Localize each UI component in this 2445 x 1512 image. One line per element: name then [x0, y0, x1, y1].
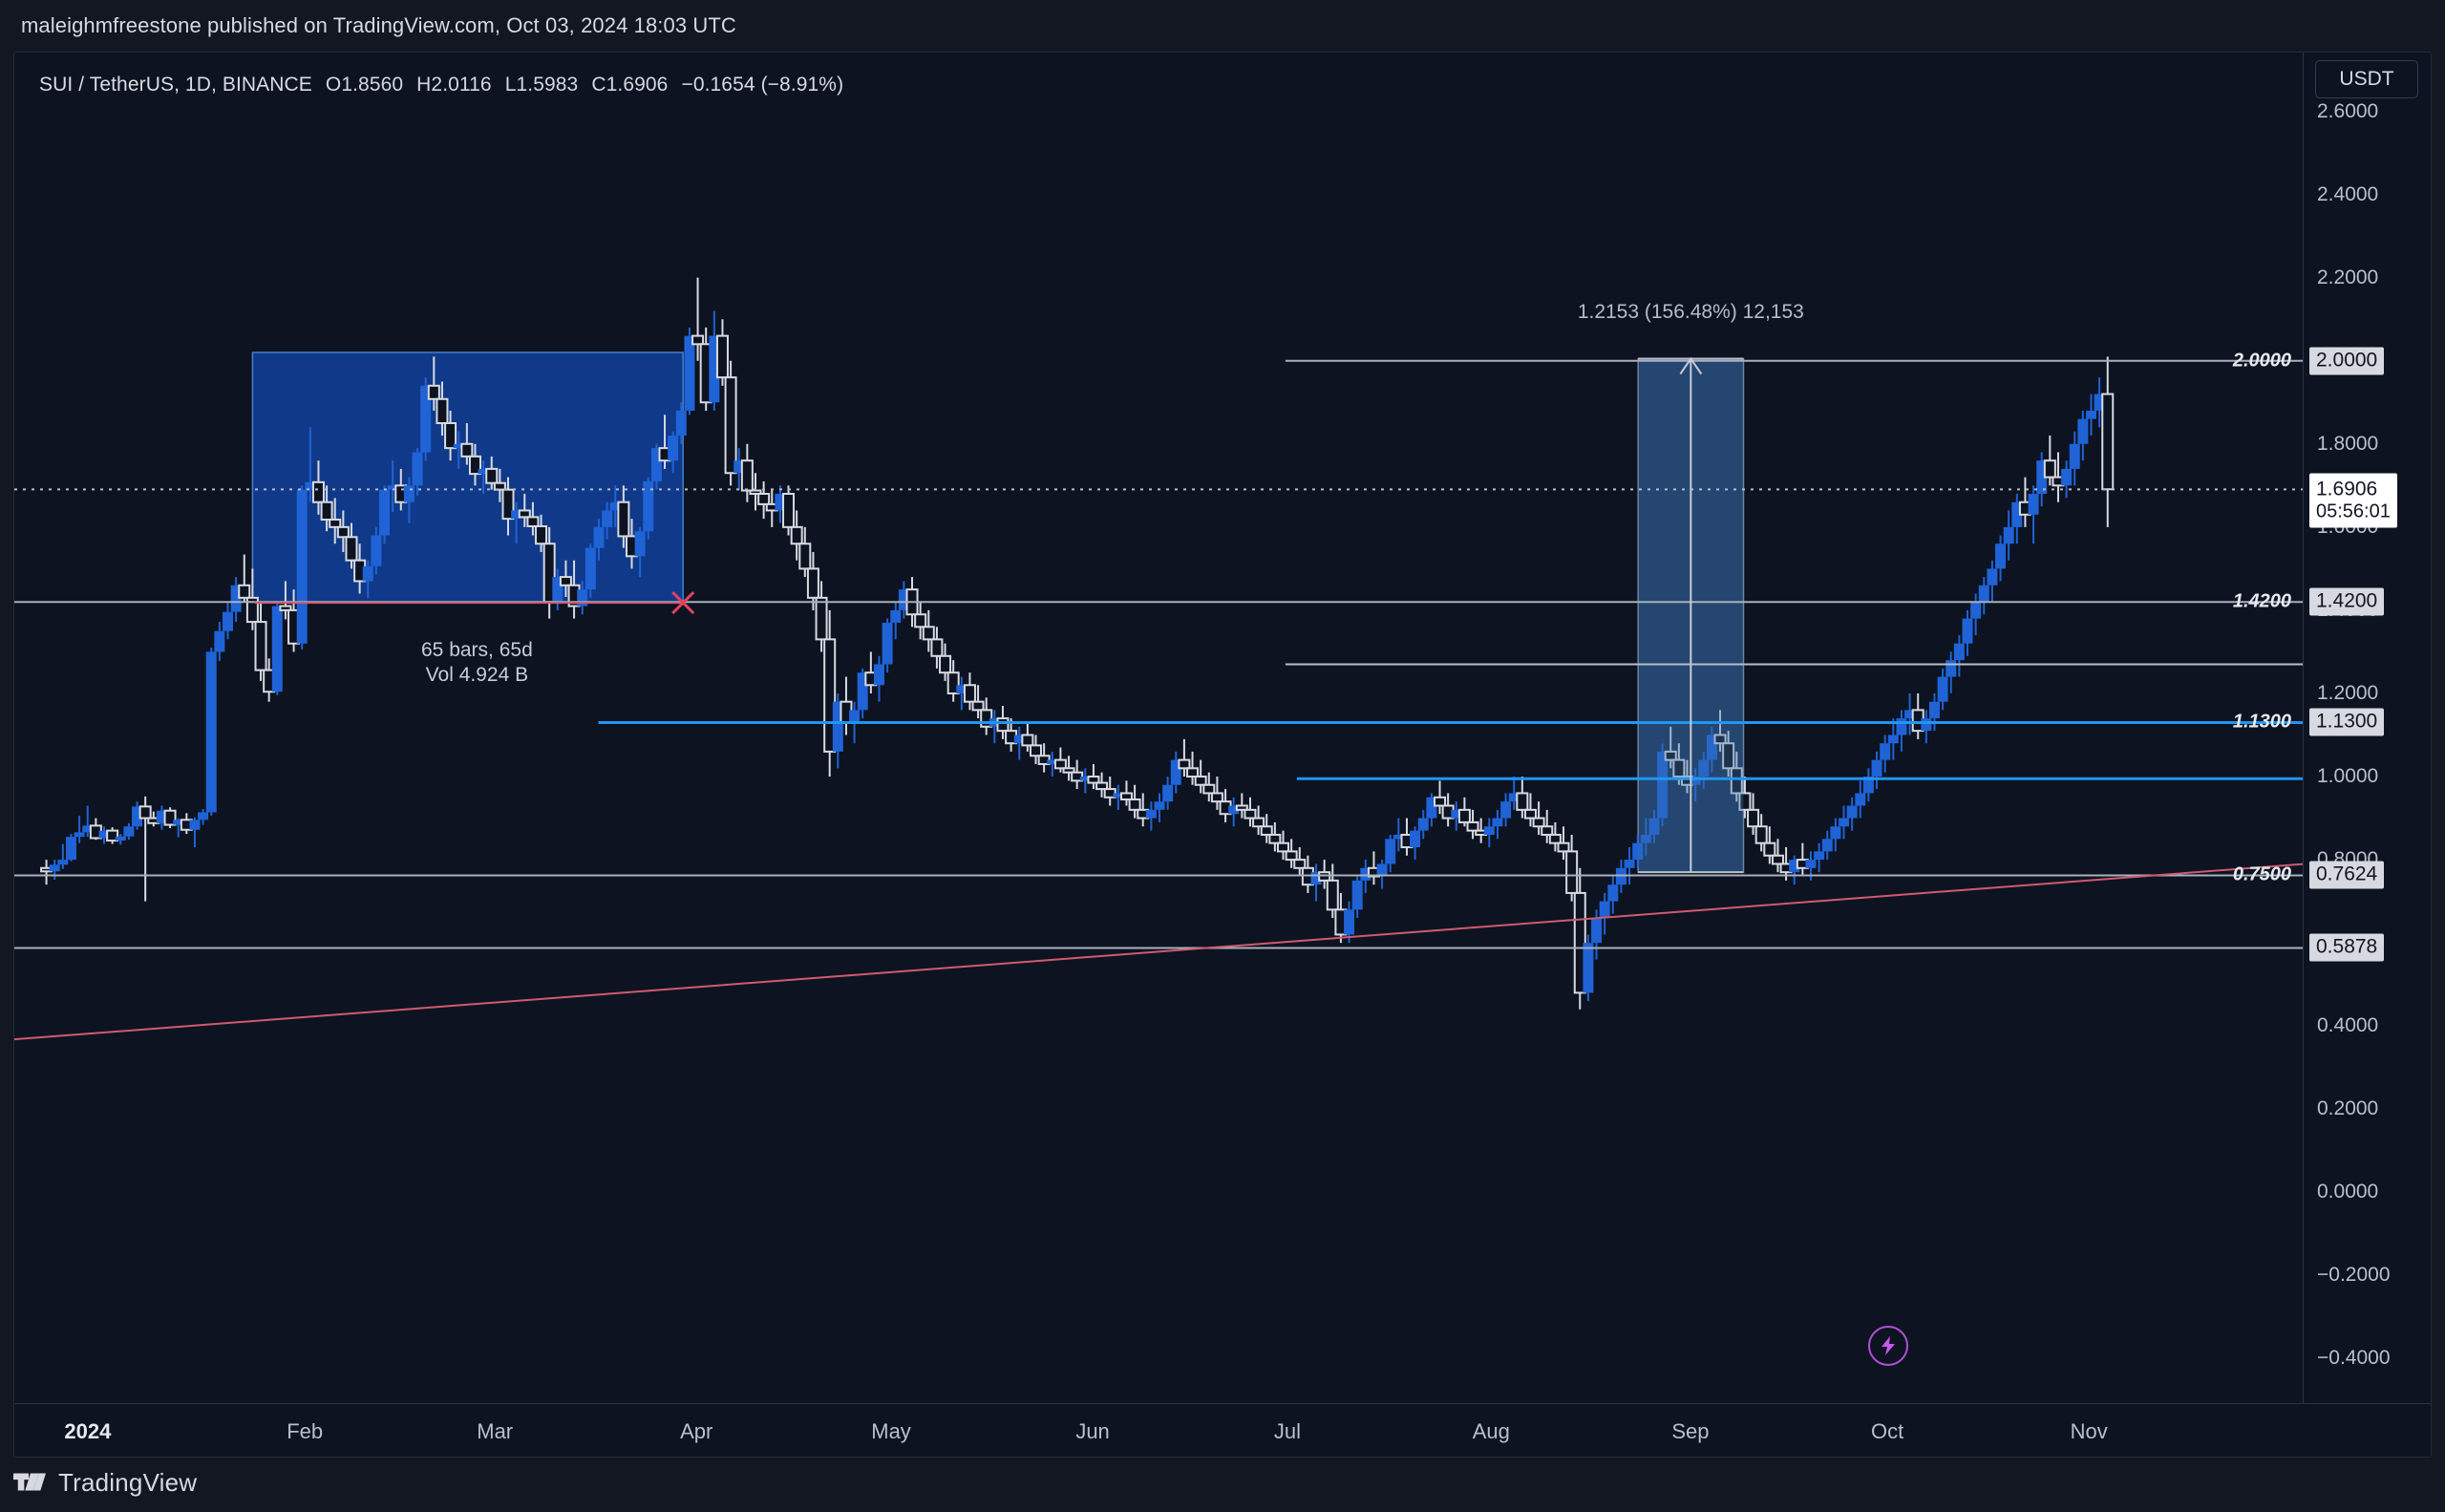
- time-scale[interactable]: 2024 Feb Mar Apr May Jun Jul Aug Sep Oct Nov: [14, 1403, 2431, 1457]
- measure-arrow: [1679, 356, 1703, 873]
- time-tick: Mar: [477, 1419, 514, 1443]
- currency-unit-badge[interactable]: USDT: [2315, 60, 2418, 98]
- price-level-label[interactable]: 0.5878: [2309, 933, 2385, 962]
- price-tick: 2.4000: [2317, 182, 2379, 205]
- price-tick: −0.4000: [2317, 1347, 2391, 1370]
- measure-rect: [251, 351, 684, 603]
- price-tick: 2.6000: [2317, 99, 2379, 122]
- tradingview-brand-label: TradingView: [58, 1467, 198, 1497]
- time-tick: Aug: [1472, 1419, 1510, 1443]
- time-tick: Jul: [1273, 1419, 1301, 1443]
- price-level-label[interactable]: 1.1300: [2309, 708, 2385, 736]
- measure-left-bars-label: 65 bars, 65d: [421, 638, 533, 661]
- current-price-label[interactable]: 1.6906 05:56:01: [2309, 473, 2397, 528]
- time-tick: 2024: [64, 1419, 112, 1443]
- candlestick-chart[interactable]: [14, 53, 2305, 1404]
- publisher-bar: maleighmfreestone published on TradingVi…: [0, 0, 2445, 52]
- publisher-text: maleighmfreestone published on TradingVi…: [21, 13, 736, 37]
- measure-left-vol-label: Vol 4.924 B: [425, 663, 529, 686]
- price-scale[interactable]: USDT 2.60002.40002.20002.00001.80001.600…: [2303, 53, 2431, 1404]
- footer: TradingView: [13, 1460, 197, 1504]
- chart-pane[interactable]: 2.0000 1.4200 1.1300 0.7500 1.2153 (156.48%)…: [14, 53, 2305, 1404]
- time-tick: Feb: [287, 1419, 324, 1443]
- price-tick: 0.4000: [2317, 1014, 2379, 1037]
- current-price-value: 1.6906: [2316, 478, 2378, 500]
- price-level-label[interactable]: 1.4200: [2309, 587, 2385, 616]
- trend-line: [14, 862, 2305, 1041]
- time-tick: Jun: [1075, 1419, 1110, 1443]
- price-tick: 1.2000: [2317, 681, 2379, 704]
- price-tick: −0.2000: [2317, 1264, 2391, 1287]
- x-cross-marker: [671, 591, 695, 615]
- chart-frame[interactable]: 2.0000 1.4200 1.1300 0.7500 1.2153 (156.48%)…: [13, 52, 2432, 1458]
- tradingview-logo-icon[interactable]: TradingView: [13, 1468, 197, 1498]
- legend-high: H2.0116: [416, 74, 492, 96]
- legend-close: C1.6906: [591, 74, 669, 96]
- inchart-level-caption: 2.0000: [2232, 350, 2291, 372]
- inchart-level-caption: 1.4200: [2232, 590, 2291, 612]
- legend-symbol[interactable]: SUI / TetherUS, 1D, BINANCE: [39, 74, 312, 96]
- bolt-glyph-icon: [1881, 1335, 1895, 1355]
- inchart-level-caption: 0.7500: [2232, 863, 2291, 885]
- countdown-timer: 05:56:01: [2316, 500, 2391, 522]
- price-tick: 0.2000: [2317, 1097, 2379, 1120]
- price-tick: 1.8000: [2317, 432, 2379, 455]
- lightning-bolt-icon[interactable]: [1867, 1325, 1908, 1366]
- time-tick: May: [871, 1419, 911, 1443]
- time-tick: Oct: [1871, 1419, 1904, 1443]
- inchart-level-caption: 1.1300: [2232, 711, 2291, 733]
- price-tick: 2.2000: [2317, 266, 2379, 288]
- price-tick: 0.0000: [2317, 1181, 2379, 1203]
- legend-open: O1.8560: [325, 74, 404, 96]
- measure-right-label: 1.2153 (156.48%) 12,153: [1577, 300, 1804, 323]
- tv-mark-icon: [13, 1473, 46, 1491]
- time-tick: Nov: [2070, 1419, 2108, 1443]
- price-tick: 1.0000: [2317, 765, 2379, 788]
- time-tick: Sep: [1671, 1419, 1710, 1443]
- price-level-label[interactable]: 0.7624: [2309, 861, 2385, 889]
- symbol-legend[interactable]: SUI / TetherUS, 1D, BINANCE O1.8560 H2.011…: [39, 74, 843, 96]
- legend-low: L1.5983: [504, 74, 579, 96]
- price-level-label[interactable]: 2.0000: [2309, 347, 2385, 375]
- time-tick: Apr: [680, 1419, 713, 1443]
- candle-group: [40, 277, 2115, 1010]
- legend-change: −0.1654 (−8.91%): [681, 74, 844, 96]
